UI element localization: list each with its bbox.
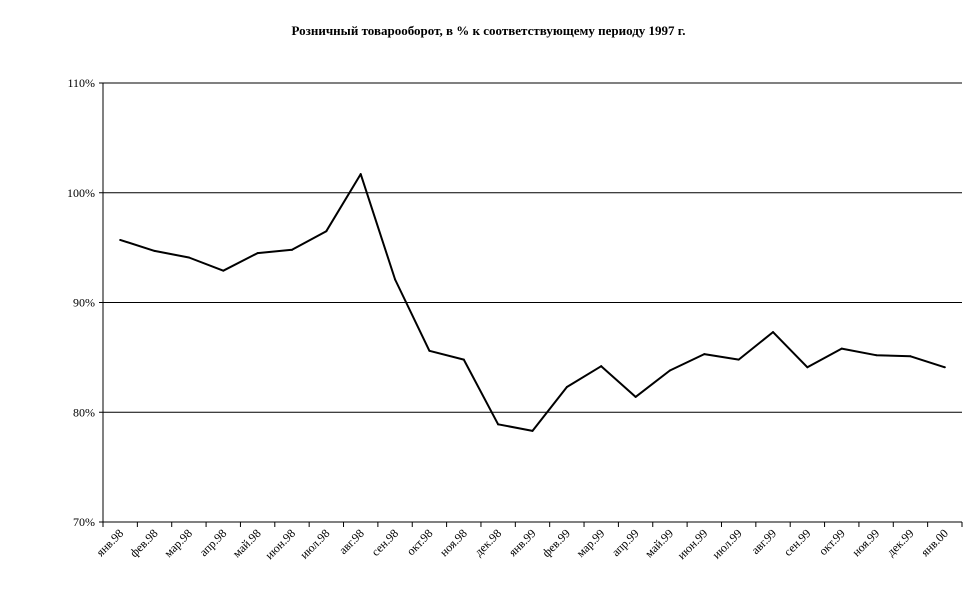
x-tick-label-14: мар.99 <box>574 526 608 560</box>
x-tick-label-6: июл.98 <box>297 526 332 561</box>
data-point-15 <box>634 395 637 398</box>
x-tick-label-7: авг.98 <box>336 526 367 557</box>
x-tick-label-15: апр.99 <box>609 526 642 559</box>
data-point-8 <box>394 278 397 281</box>
x-tick-label-10: ноя.98 <box>437 526 470 559</box>
x-tick-label-3: апр.98 <box>196 526 229 559</box>
x-tick-label-9: окт.98 <box>404 526 436 558</box>
x-tick-label-12: янв.99 <box>506 526 539 559</box>
x-tick-label-17: июн.99 <box>674 526 710 562</box>
x-tick-label-20: сен.99 <box>781 526 814 559</box>
data-point-17 <box>703 353 706 356</box>
data-point-24 <box>943 366 946 369</box>
data-point-20 <box>806 366 809 369</box>
data-point-23 <box>909 355 912 358</box>
data-point-16 <box>668 369 671 372</box>
y-tick-label-2: 90% <box>73 296 95 310</box>
chart-title: Розничный товарооборот, в % к соответств… <box>291 23 686 38</box>
x-tick-label-19: авг.99 <box>748 526 779 557</box>
y-tick-label-3: 100% <box>67 186 95 200</box>
data-point-14 <box>600 365 603 368</box>
data-point-6 <box>325 230 328 233</box>
data-point-22 <box>875 354 878 357</box>
data-point-7 <box>359 173 362 176</box>
data-point-4 <box>256 252 259 255</box>
data-point-19 <box>772 331 775 334</box>
y-tick-label-4: 110% <box>67 76 95 90</box>
y-tick-label-0: 70% <box>73 515 95 529</box>
data-point-11 <box>497 423 500 426</box>
x-tick-label-8: сен.98 <box>368 526 401 559</box>
x-tick-label-5: июн.98 <box>262 526 298 562</box>
data-point-21 <box>840 347 843 350</box>
data-point-9 <box>428 349 431 352</box>
x-tick-label-11: дек.98 <box>472 526 505 559</box>
data-point-18 <box>737 358 740 361</box>
x-tick-label-18: июл.99 <box>709 526 744 561</box>
x-tick-label-1: фев.98 <box>127 526 161 560</box>
data-point-10 <box>462 358 465 361</box>
x-tick-label-22: ноя.99 <box>849 526 882 559</box>
data-point-5 <box>290 248 293 251</box>
x-tick-label-4: май.98 <box>230 526 264 560</box>
data-point-0 <box>119 238 122 241</box>
data-point-1 <box>153 249 156 252</box>
data-point-13 <box>565 386 568 389</box>
x-tick-label-16: май.99 <box>642 526 676 560</box>
x-tick-label-23: дек.99 <box>884 526 917 559</box>
x-tick-label-0: янв.98 <box>93 526 126 559</box>
data-point-12 <box>531 429 534 432</box>
data-point-3 <box>222 269 225 272</box>
y-tick-label-1: 80% <box>73 405 95 419</box>
x-tick-label-13: фев.99 <box>539 526 573 560</box>
x-tick-label-2: мар.98 <box>161 526 195 560</box>
data-point-2 <box>187 256 190 259</box>
x-tick-label-21: окт.99 <box>816 526 848 558</box>
x-tick-label-24: янв.00 <box>918 526 951 559</box>
